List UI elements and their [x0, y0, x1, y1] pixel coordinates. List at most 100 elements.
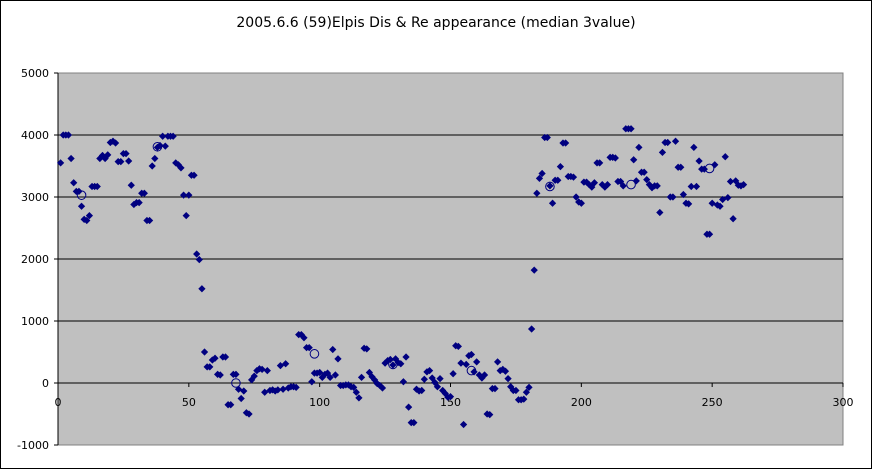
data-point: [122, 149, 130, 158]
data-point: [177, 164, 185, 172]
data-point: [658, 148, 667, 156]
x-tick-label: 200: [571, 396, 592, 409]
data-point: [546, 182, 554, 190]
data-point: [352, 388, 360, 396]
data-point: [640, 168, 648, 176]
data-point: [684, 200, 693, 208]
data-point: [232, 370, 240, 378]
data-point: [436, 375, 444, 383]
x-tick-label: 250: [702, 396, 723, 409]
data-point: [656, 208, 664, 217]
data-point: [308, 378, 316, 386]
data-point: [577, 199, 585, 207]
median-point: [309, 349, 320, 359]
data-point: [329, 345, 337, 354]
data-point: [145, 216, 154, 225]
data-point: [355, 394, 363, 402]
x-tick-label: 100: [309, 396, 330, 409]
data-point: [522, 388, 531, 396]
y-tick-label: 0: [42, 377, 49, 390]
data-point: [590, 179, 599, 187]
data-point: [357, 373, 366, 382]
data-point: [399, 378, 408, 386]
chart-title: 2005.6.6 (59)Elpis Dis & Re appearance (…: [236, 15, 635, 31]
x-tick-label: 50: [182, 396, 196, 409]
data-point: [554, 176, 562, 184]
data-point: [493, 358, 502, 366]
data-point: [410, 419, 418, 427]
data-point: [425, 366, 434, 375]
data-point: [535, 174, 544, 183]
data-point: [446, 393, 455, 401]
data-point: [695, 157, 703, 165]
data-point: [721, 153, 729, 161]
data-point: [525, 383, 533, 391]
data-point: [630, 156, 638, 164]
data-point: [151, 154, 159, 163]
data-point: [185, 191, 193, 199]
y-tick-label: 1000: [21, 315, 49, 328]
data-point: [206, 363, 214, 371]
data-point: [200, 348, 209, 356]
data-point: [127, 181, 135, 189]
data-point: [533, 189, 541, 197]
y-tick-label: -1000: [17, 439, 49, 452]
median-point: [545, 181, 555, 192]
data-point: [454, 342, 462, 351]
data-point: [83, 216, 91, 225]
data-point: [671, 137, 680, 145]
y-tick-label: 4000: [21, 129, 49, 142]
data-point: [664, 138, 672, 147]
data-point: [705, 230, 714, 238]
data-point: [562, 139, 570, 147]
data-point: [538, 169, 546, 178]
data-point: [504, 375, 512, 383]
data-point: [195, 255, 203, 264]
data-point: [193, 250, 201, 258]
data-point: [77, 202, 86, 210]
data-point: [363, 345, 371, 353]
data-point: [679, 190, 688, 199]
data-point: [643, 176, 651, 184]
data-point: [227, 401, 235, 409]
data-point: [428, 374, 436, 382]
data-point: [190, 171, 198, 179]
data-point: [326, 373, 334, 382]
data-point: [418, 386, 426, 395]
x-tick-label: 150: [440, 396, 461, 409]
data-point: [331, 371, 339, 379]
data-point: [433, 383, 442, 391]
data-point: [603, 180, 612, 189]
data-point: [402, 353, 410, 361]
data-point: [323, 369, 332, 377]
median-point: [231, 378, 241, 388]
data-point: [365, 368, 374, 377]
data-point: [653, 182, 661, 190]
data-point: [263, 366, 271, 375]
data-point: [93, 182, 101, 191]
data-point: [467, 350, 476, 359]
median-point: [466, 365, 477, 376]
data-point: [350, 383, 358, 391]
data-point: [473, 358, 481, 366]
data-point: [198, 285, 206, 293]
y-tick-label: 2000: [21, 253, 49, 266]
data-point: [111, 139, 120, 147]
data-point: [729, 215, 737, 223]
data-point: [405, 403, 413, 411]
data-point: [635, 143, 643, 152]
data-point: [169, 132, 177, 140]
data-point: [491, 384, 499, 393]
data-point: [459, 420, 468, 429]
data-point: [64, 131, 73, 139]
data-point: [211, 354, 219, 362]
data-point: [305, 344, 313, 352]
data-point: [161, 142, 169, 150]
x-tick-label: 300: [833, 396, 854, 409]
data-point: [431, 378, 439, 387]
data-point: [292, 383, 300, 391]
data-point: [334, 355, 342, 363]
data-point: [616, 177, 625, 186]
data-point: [724, 193, 732, 202]
